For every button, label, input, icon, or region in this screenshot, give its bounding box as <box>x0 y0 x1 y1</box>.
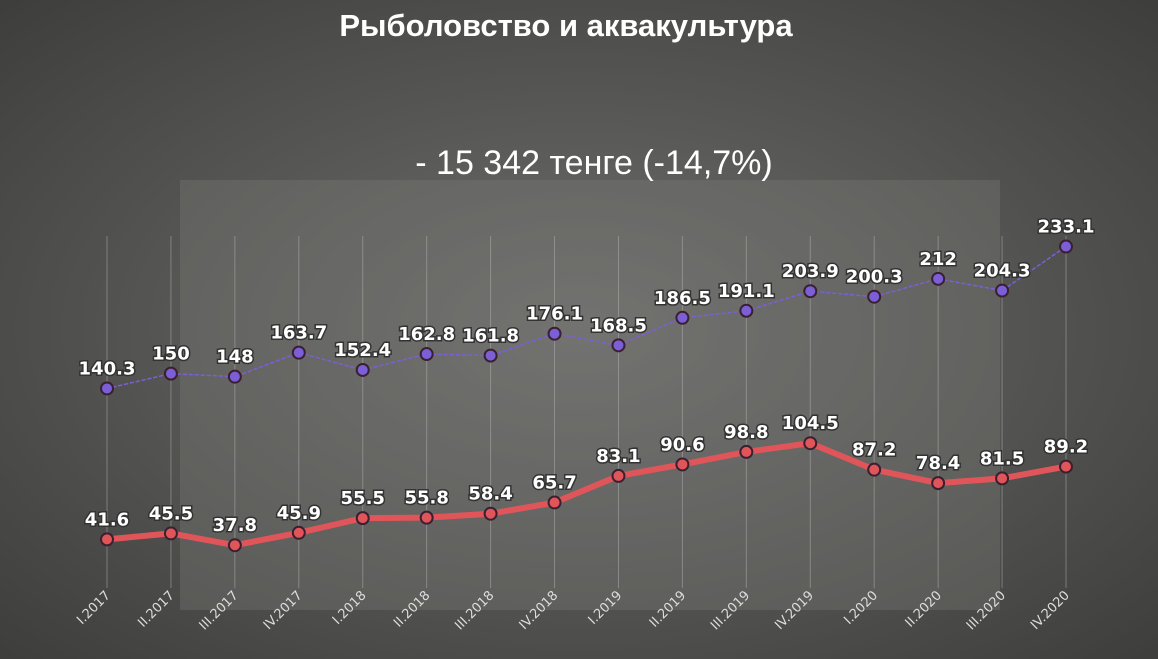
point <box>931 476 946 491</box>
data-label: 148 <box>216 347 254 368</box>
point <box>291 525 306 540</box>
data-label: 203.9 <box>782 261 839 282</box>
point <box>611 338 626 353</box>
point <box>355 362 370 377</box>
point <box>227 538 242 553</box>
point <box>675 310 690 325</box>
data-label: 186.5 <box>654 288 711 309</box>
point <box>739 444 754 459</box>
data-label: 65.7 <box>532 473 576 494</box>
data-label: 58.4 <box>468 484 512 505</box>
point <box>931 271 946 286</box>
point <box>995 283 1010 298</box>
data-label: 81.5 <box>980 448 1024 469</box>
point <box>355 511 370 526</box>
data-label: 55.5 <box>341 488 385 509</box>
data-label: 45.5 <box>149 503 193 524</box>
data-label: 45.9 <box>277 503 321 524</box>
point <box>100 381 114 396</box>
data-label: 104.5 <box>782 413 839 434</box>
data-label: 55.8 <box>404 488 448 509</box>
data-label: 78.4 <box>916 453 960 474</box>
point <box>291 345 306 360</box>
point <box>1059 459 1073 474</box>
point <box>739 303 754 318</box>
point <box>867 289 882 304</box>
data-label: 87.2 <box>852 440 896 461</box>
chart-subtitle: - 15 342 тенге (-14,7%) <box>415 144 772 182</box>
data-label: 37.8 <box>213 515 257 536</box>
point <box>419 347 434 362</box>
data-label: 233.1 <box>1038 217 1095 238</box>
point <box>803 284 818 299</box>
data-label: 140.3 <box>79 358 136 379</box>
data-label: 90.6 <box>660 434 704 455</box>
point <box>227 369 242 384</box>
data-label: 41.6 <box>85 509 129 530</box>
chart-title: Рыболовство и аквакультура <box>339 8 793 43</box>
point <box>611 468 626 483</box>
data-label: 89.2 <box>1044 437 1088 458</box>
data-label: 161.8 <box>462 326 519 347</box>
point <box>547 326 562 341</box>
point <box>547 495 562 510</box>
series-line <box>106 245 1067 390</box>
point <box>100 532 114 547</box>
point <box>867 462 882 477</box>
point <box>803 436 818 451</box>
data-label: 200.3 <box>846 267 903 288</box>
data-label: 163.7 <box>270 323 327 344</box>
series-line <box>104 440 1069 549</box>
data-label: 191.1 <box>718 281 775 302</box>
data-label: 212 <box>919 249 957 270</box>
point <box>675 457 690 472</box>
point <box>163 526 178 541</box>
point <box>995 471 1010 486</box>
data-label: 204.3 <box>974 261 1031 282</box>
data-label: 98.8 <box>724 422 768 443</box>
data-label: 150 <box>152 344 190 365</box>
point <box>483 348 498 363</box>
point <box>1059 239 1073 254</box>
data-label: 162.8 <box>398 324 455 345</box>
data-label: 176.1 <box>526 304 583 325</box>
data-label: 168.5 <box>590 315 647 336</box>
data-label: 152.4 <box>334 340 391 361</box>
point <box>163 366 178 381</box>
point <box>419 510 434 525</box>
data-label: 83.1 <box>596 446 640 467</box>
point <box>483 506 498 521</box>
background-shape <box>180 180 1000 610</box>
